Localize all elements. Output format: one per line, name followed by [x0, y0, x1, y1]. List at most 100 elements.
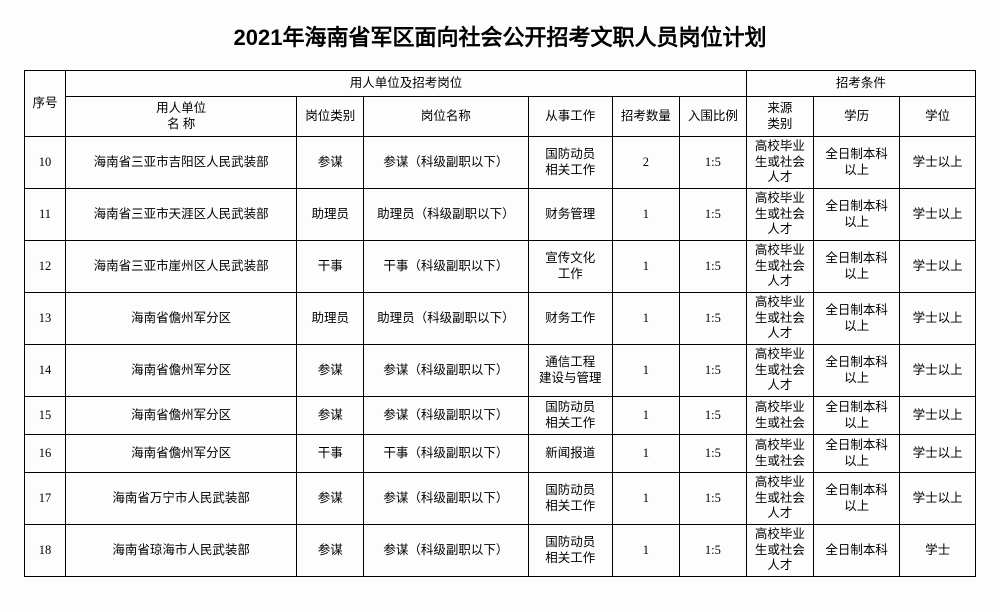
cell-seq: 18 [25, 525, 66, 577]
cell-pname: 参谋（科级副职以下） [364, 473, 528, 525]
cell-unit: 海南省万宁市人民武装部 [66, 473, 297, 525]
cell-ratio: 1:5 [679, 435, 746, 473]
cell-count: 1 [612, 473, 679, 525]
col-edu: 学历 [813, 97, 899, 137]
cell-degree: 学士以上 [900, 397, 976, 435]
cell-edu: 全日制本科 以上 [813, 189, 899, 241]
cell-seq: 13 [25, 293, 66, 345]
cell-pname: 参谋（科级副职以下） [364, 525, 528, 577]
cell-seq: 12 [25, 241, 66, 293]
cell-degree: 学士以上 [900, 189, 976, 241]
table-row: 13海南省儋州军分区助理员助理员（科级副职以下）财务工作11:5高校毕业 生或社… [25, 293, 976, 345]
table-row: 17海南省万宁市人民武装部参谋参谋（科级副职以下）国防动员 相关工作11:5高校… [25, 473, 976, 525]
cell-degree: 学士以上 [900, 241, 976, 293]
cell-work: 国防动员 相关工作 [528, 397, 612, 435]
cell-count: 1 [612, 241, 679, 293]
cell-source: 高校毕业 生或社会 人才 [746, 189, 813, 241]
cell-pname: 干事（科级副职以下） [364, 435, 528, 473]
cell-edu: 全日制本科 以上 [813, 241, 899, 293]
cell-ratio: 1:5 [679, 189, 746, 241]
cell-unit: 海南省三亚市天涯区人民武装部 [66, 189, 297, 241]
cell-edu: 全日制本科 以上 [813, 397, 899, 435]
col-ptype: 岗位类别 [297, 97, 364, 137]
col-source: 来源 类别 [746, 97, 813, 137]
cell-source: 高校毕业 生或社会 人才 [746, 525, 813, 577]
table-row: 11海南省三亚市天涯区人民武装部助理员助理员（科级副职以下）财务管理11:5高校… [25, 189, 976, 241]
cell-pname: 参谋（科级副职以下） [364, 345, 528, 397]
cell-ptype: 参谋 [297, 473, 364, 525]
cell-work: 财务工作 [528, 293, 612, 345]
col-group-cond: 招考条件 [746, 71, 975, 97]
cell-unit: 海南省三亚市崖州区人民武装部 [66, 241, 297, 293]
col-unit: 用人单位 名 称 [66, 97, 297, 137]
cell-edu: 全日制本科 以上 [813, 473, 899, 525]
cell-seq: 14 [25, 345, 66, 397]
col-count: 招考数量 [612, 97, 679, 137]
table-row: 16海南省儋州军分区干事干事（科级副职以下）新闻报道11:5高校毕业 生或社会全… [25, 435, 976, 473]
cell-source: 高校毕业 生或社会 [746, 435, 813, 473]
cell-count: 1 [612, 525, 679, 577]
cell-count: 1 [612, 345, 679, 397]
cell-ratio: 1:5 [679, 525, 746, 577]
cell-degree: 学士以上 [900, 473, 976, 525]
cell-ratio: 1:5 [679, 345, 746, 397]
cell-ptype: 干事 [297, 435, 364, 473]
cell-work: 国防动员 相关工作 [528, 525, 612, 577]
cell-unit: 海南省儋州军分区 [66, 435, 297, 473]
cell-pname: 助理员（科级副职以下） [364, 293, 528, 345]
cell-unit: 海南省儋州军分区 [66, 345, 297, 397]
col-degree: 学位 [900, 97, 976, 137]
cell-source: 高校毕业 生或社会 [746, 397, 813, 435]
recruitment-table: 序号 用人单位及招考岗位 招考条件 用人单位 名 称 岗位类别 岗位名称 从事工… [24, 70, 976, 577]
cell-unit: 海南省三亚市吉阳区人民武装部 [66, 137, 297, 189]
cell-ptype: 参谋 [297, 137, 364, 189]
cell-source: 高校毕业 生或社会 人才 [746, 241, 813, 293]
cell-source: 高校毕业 生或社会 人才 [746, 137, 813, 189]
table-row: 14海南省儋州军分区参谋参谋（科级副职以下）通信工程 建设与管理11:5高校毕业… [25, 345, 976, 397]
cell-seq: 10 [25, 137, 66, 189]
cell-edu: 全日制本科 以上 [813, 293, 899, 345]
cell-edu: 全日制本科 以上 [813, 345, 899, 397]
cell-degree: 学士以上 [900, 345, 976, 397]
cell-count: 1 [612, 435, 679, 473]
cell-source: 高校毕业 生或社会 人才 [746, 345, 813, 397]
page-title: 2021年海南省军区面向社会公开招考文职人员岗位计划 [24, 20, 976, 52]
table-row: 10海南省三亚市吉阳区人民武装部参谋参谋（科级副职以下）国防动员 相关工作21:… [25, 137, 976, 189]
cell-work: 通信工程 建设与管理 [528, 345, 612, 397]
cell-edu: 全日制本科 以上 [813, 137, 899, 189]
col-seq: 序号 [25, 71, 66, 137]
cell-degree: 学士以上 [900, 137, 976, 189]
cell-work: 国防动员 相关工作 [528, 473, 612, 525]
cell-source: 高校毕业 生或社会 人才 [746, 473, 813, 525]
cell-ratio: 1:5 [679, 397, 746, 435]
cell-seq: 11 [25, 189, 66, 241]
cell-ptype: 干事 [297, 241, 364, 293]
cell-ratio: 1:5 [679, 473, 746, 525]
cell-seq: 16 [25, 435, 66, 473]
cell-ptype: 参谋 [297, 345, 364, 397]
cell-unit: 海南省儋州军分区 [66, 397, 297, 435]
table-row: 18海南省琼海市人民武装部参谋参谋（科级副职以下）国防动员 相关工作11:5高校… [25, 525, 976, 577]
header-row-2: 用人单位 名 称 岗位类别 岗位名称 从事工作 招考数量 入围比例 来源 类别 … [25, 97, 976, 137]
cell-count: 1 [612, 397, 679, 435]
cell-ratio: 1:5 [679, 293, 746, 345]
header-row-1: 序号 用人单位及招考岗位 招考条件 [25, 71, 976, 97]
cell-work: 财务管理 [528, 189, 612, 241]
cell-degree: 学士以上 [900, 293, 976, 345]
cell-count: 2 [612, 137, 679, 189]
col-ratio: 入围比例 [679, 97, 746, 137]
table-row: 15海南省儋州军分区参谋参谋（科级副职以下）国防动员 相关工作11:5高校毕业 … [25, 397, 976, 435]
table-row: 12海南省三亚市崖州区人民武装部干事干事（科级副职以下）宣传文化 工作11:5高… [25, 241, 976, 293]
cell-count: 1 [612, 293, 679, 345]
col-work: 从事工作 [528, 97, 612, 137]
cell-ptype: 助理员 [297, 293, 364, 345]
cell-ratio: 1:5 [679, 137, 746, 189]
cell-seq: 17 [25, 473, 66, 525]
cell-work: 新闻报道 [528, 435, 612, 473]
cell-ptype: 参谋 [297, 525, 364, 577]
cell-count: 1 [612, 189, 679, 241]
cell-degree: 学士以上 [900, 435, 976, 473]
col-group-unit: 用人单位及招考岗位 [66, 71, 747, 97]
cell-ratio: 1:5 [679, 241, 746, 293]
cell-pname: 干事（科级副职以下） [364, 241, 528, 293]
